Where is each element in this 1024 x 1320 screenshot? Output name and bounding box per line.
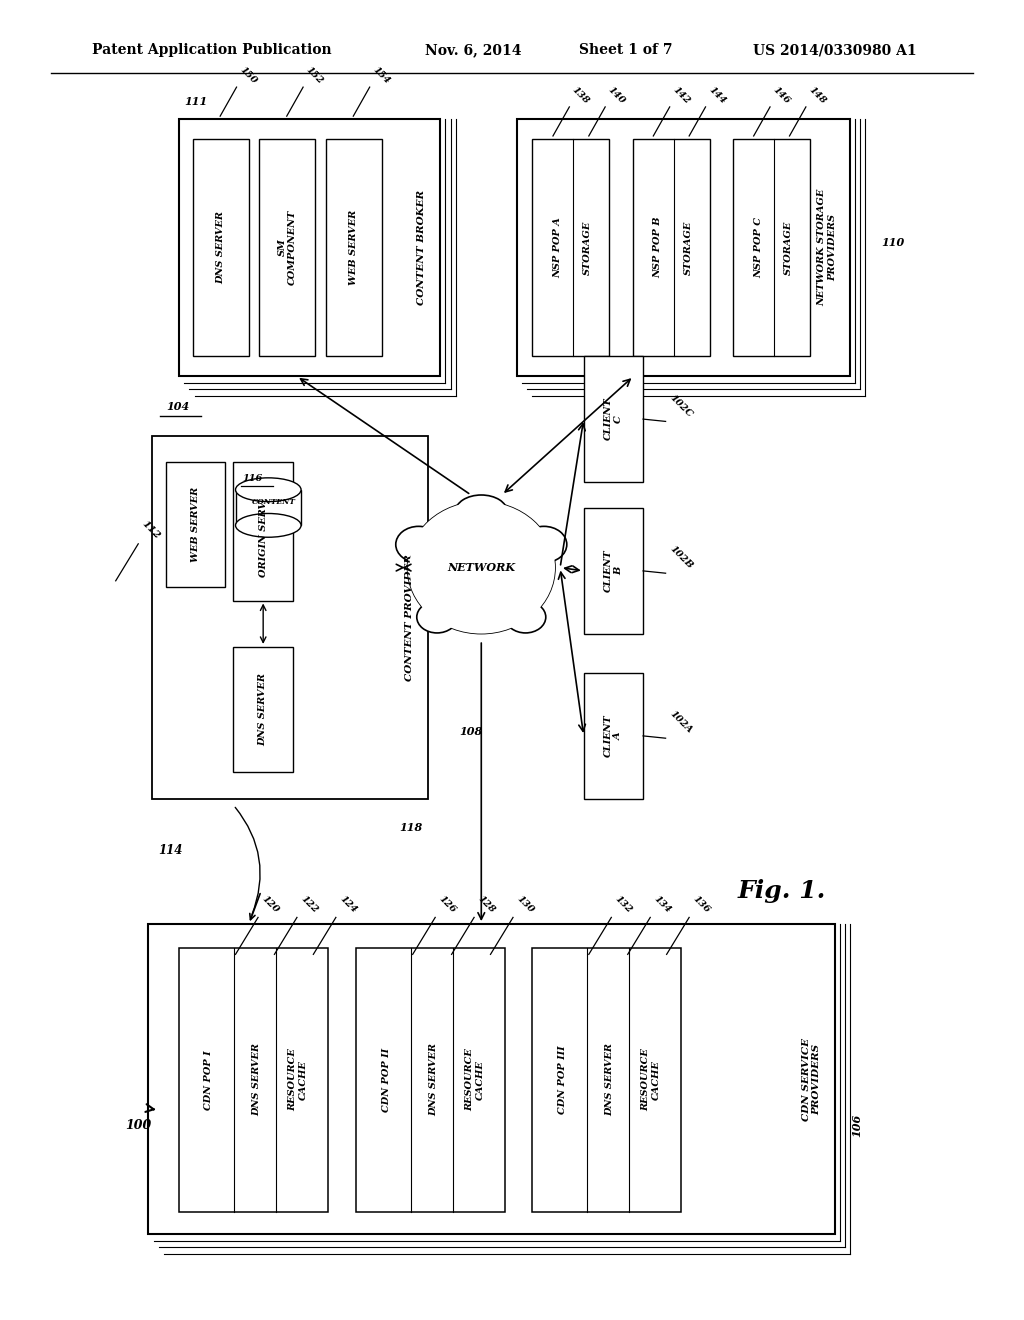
FancyBboxPatch shape [233,462,293,601]
Text: 110: 110 [882,238,905,248]
Text: CLIENT
C: CLIENT C [604,397,623,441]
Text: CDN POP II: CDN POP II [382,1048,390,1111]
Text: 120: 120 [260,894,281,915]
Text: SM
COMPONENT: SM COMPONENT [278,210,297,285]
Ellipse shape [456,495,507,528]
Text: 128: 128 [476,894,497,915]
Text: CONTENT BROKER: CONTENT BROKER [418,190,426,305]
Text: 132: 132 [613,894,634,915]
Text: STORAGE: STORAGE [784,220,793,275]
Text: DNS SERVER: DNS SERVER [252,1043,261,1117]
Ellipse shape [410,503,553,632]
FancyBboxPatch shape [166,462,225,587]
Text: 140: 140 [606,84,627,106]
Text: CLIENT
A: CLIENT A [604,714,623,758]
FancyBboxPatch shape [152,436,428,799]
Text: STORAGE: STORAGE [684,220,692,275]
Ellipse shape [505,602,546,634]
Text: 112: 112 [140,520,162,541]
Text: CDN POP I: CDN POP I [205,1049,213,1110]
Text: 126: 126 [437,894,458,915]
Ellipse shape [408,502,555,634]
Text: CONTENT: CONTENT [252,498,295,506]
Text: 124: 124 [338,894,358,915]
Text: NETWORK: NETWORK [447,562,515,573]
Text: 106: 106 [852,1114,862,1138]
Text: CONTENT PROVIDER: CONTENT PROVIDER [406,553,414,681]
Text: 108: 108 [460,726,482,737]
Text: NSP POP A: NSP POP A [553,216,562,279]
FancyBboxPatch shape [259,139,315,356]
Text: 146: 146 [771,84,792,106]
FancyBboxPatch shape [733,139,810,356]
Text: 114: 114 [159,843,183,857]
Text: 122: 122 [299,894,319,915]
Text: RESOURCE
CACHE: RESOURCE CACHE [642,1048,660,1111]
Text: 144: 144 [707,84,727,106]
Text: ORIGIN SERVER: ORIGIN SERVER [259,486,267,577]
Text: 130: 130 [515,894,536,915]
FancyBboxPatch shape [179,948,328,1212]
Text: Fig. 1.: Fig. 1. [737,879,825,903]
Text: 102C: 102C [668,392,694,418]
Text: CDN POP III: CDN POP III [558,1045,566,1114]
FancyBboxPatch shape [532,948,681,1212]
Text: 138: 138 [570,84,591,106]
Text: 116: 116 [243,474,263,483]
Text: DNS SERVER: DNS SERVER [259,673,267,746]
Text: Patent Application Publication: Patent Application Publication [92,44,332,57]
Text: CLIENT
B: CLIENT B [604,549,623,593]
Ellipse shape [417,602,458,634]
Text: 111: 111 [184,96,208,107]
Text: 118: 118 [399,822,423,833]
Text: 102A: 102A [668,709,693,735]
Text: WEB SERVER: WEB SERVER [349,210,358,285]
FancyBboxPatch shape [584,673,643,799]
FancyBboxPatch shape [633,139,710,356]
Text: 142: 142 [671,84,691,106]
Text: STORAGE: STORAGE [584,220,592,275]
Text: CDN SERVICE
PROVIDERS: CDN SERVICE PROVIDERS [803,1038,821,1121]
FancyBboxPatch shape [584,356,643,482]
Ellipse shape [408,502,555,634]
Text: 136: 136 [691,894,712,915]
Text: 134: 134 [652,894,673,915]
FancyBboxPatch shape [584,508,643,634]
Ellipse shape [395,527,441,562]
FancyBboxPatch shape [233,647,293,772]
FancyBboxPatch shape [236,490,301,525]
FancyBboxPatch shape [179,119,440,376]
Text: NSP POP B: NSP POP B [653,216,663,279]
Ellipse shape [236,478,301,502]
Text: 102B: 102B [668,544,694,570]
Text: Nov. 6, 2014: Nov. 6, 2014 [425,44,521,57]
Text: 100: 100 [125,1118,152,1131]
Text: WEB SERVER: WEB SERVER [191,487,200,562]
Ellipse shape [236,513,301,537]
Text: 152: 152 [304,65,325,86]
FancyBboxPatch shape [517,119,850,376]
FancyBboxPatch shape [356,948,505,1212]
Ellipse shape [521,527,567,562]
Text: 154: 154 [371,65,391,86]
Text: DNS SERVER: DNS SERVER [429,1043,438,1117]
Text: 150: 150 [238,65,258,86]
Text: NSP POP C: NSP POP C [754,216,763,279]
FancyBboxPatch shape [532,139,609,356]
FancyBboxPatch shape [148,924,835,1234]
Text: RESOURCE
CACHE: RESOURCE CACHE [466,1048,484,1111]
FancyBboxPatch shape [193,139,249,356]
Text: RESOURCE
CACHE: RESOURCE CACHE [289,1048,307,1111]
Text: DNS SERVER: DNS SERVER [605,1043,614,1117]
Text: Sheet 1 of 7: Sheet 1 of 7 [579,44,672,57]
Text: 104: 104 [166,401,189,412]
Text: DNS SERVER: DNS SERVER [216,211,225,284]
Text: US 2014/0330980 A1: US 2014/0330980 A1 [753,44,916,57]
Text: 148: 148 [807,84,827,106]
FancyBboxPatch shape [326,139,382,356]
Text: NETWORK STORAGE
PROVIDERS: NETWORK STORAGE PROVIDERS [818,189,837,306]
